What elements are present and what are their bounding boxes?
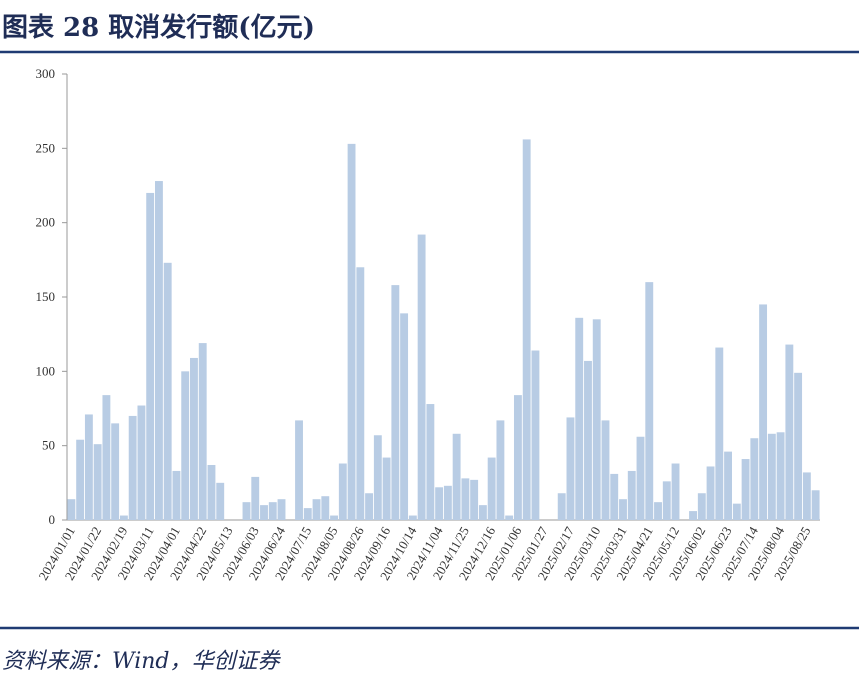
bar	[732, 503, 741, 520]
bar	[487, 457, 496, 520]
bar	[776, 432, 785, 520]
bar	[785, 344, 794, 520]
bar	[207, 464, 216, 520]
bar	[811, 490, 820, 520]
bar	[715, 347, 724, 520]
bar	[697, 493, 706, 520]
bar	[654, 502, 662, 520]
y-tick-label: 150	[36, 289, 56, 304]
bar	[513, 395, 522, 520]
bar	[461, 478, 470, 520]
bar	[584, 360, 592, 520]
bar	[557, 493, 566, 520]
bar	[435, 487, 444, 520]
bar	[382, 457, 391, 520]
bar	[619, 499, 627, 520]
bar	[505, 515, 514, 520]
bar	[163, 262, 172, 520]
bar	[303, 508, 312, 520]
bar	[741, 459, 750, 520]
bar	[470, 479, 479, 520]
bar	[400, 313, 409, 520]
bar	[67, 499, 76, 520]
bar	[330, 515, 338, 520]
bar	[119, 515, 128, 520]
bar	[417, 234, 426, 520]
bar	[636, 436, 645, 520]
bar	[706, 466, 715, 520]
bar	[181, 371, 190, 520]
bar	[566, 417, 575, 520]
bar	[128, 415, 137, 520]
bar	[522, 139, 531, 520]
y-tick-label: 200	[36, 215, 56, 230]
bar	[365, 493, 374, 520]
bar	[443, 485, 452, 520]
bar	[662, 481, 671, 520]
bar	[312, 499, 321, 520]
bar	[190, 357, 198, 520]
bar	[496, 420, 505, 520]
y-tick-label: 100	[36, 363, 56, 378]
bar	[347, 143, 356, 520]
y-tick-label: 50	[42, 438, 55, 453]
bar	[610, 473, 619, 520]
bar	[671, 463, 680, 520]
bar	[321, 496, 330, 520]
bar	[750, 438, 759, 520]
bar	[426, 404, 435, 520]
bar	[478, 505, 487, 520]
y-tick-label: 250	[36, 140, 56, 155]
bar	[373, 435, 382, 520]
bar	[268, 502, 277, 520]
bar	[102, 395, 111, 520]
chart-title: 图表 28 取消发行额(亿元)	[2, 12, 315, 43]
bar	[154, 181, 163, 521]
bar	[242, 502, 251, 520]
bar	[84, 414, 93, 520]
bar	[794, 372, 803, 520]
bar	[338, 463, 347, 520]
bar	[767, 433, 776, 520]
bar	[76, 439, 85, 520]
bar	[689, 511, 697, 520]
bar	[592, 319, 601, 520]
bar	[724, 451, 733, 520]
bar	[111, 423, 120, 520]
bar	[146, 192, 155, 520]
bar	[137, 405, 146, 520]
bar	[575, 317, 584, 520]
bar	[295, 420, 303, 520]
bar	[408, 515, 417, 520]
bar	[802, 472, 811, 520]
source: 资料来源：Wind，华创证券	[2, 649, 282, 674]
bar	[198, 343, 207, 520]
bar	[216, 482, 225, 520]
bar	[251, 476, 260, 520]
bar	[759, 304, 768, 520]
bar	[172, 470, 181, 520]
bar	[627, 470, 636, 520]
bar	[452, 433, 461, 520]
y-tick-label: 300	[36, 66, 56, 81]
bar	[531, 350, 540, 520]
bar	[260, 505, 268, 520]
bar	[277, 499, 286, 520]
bar	[645, 282, 654, 520]
bar	[93, 444, 102, 520]
bar	[356, 267, 365, 520]
bar	[391, 285, 400, 520]
bar	[601, 420, 610, 520]
y-tick-label: 0	[49, 512, 56, 527]
